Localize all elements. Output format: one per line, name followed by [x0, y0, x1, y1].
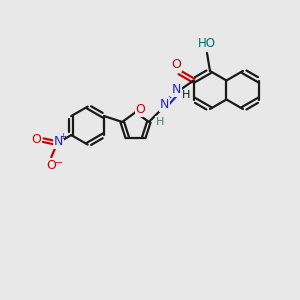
Text: N: N	[160, 98, 169, 111]
Text: O: O	[172, 58, 182, 71]
Text: N: N	[171, 83, 181, 96]
Text: −: −	[55, 158, 63, 168]
Text: O: O	[136, 103, 146, 116]
Text: H: H	[156, 117, 164, 127]
Text: H: H	[182, 90, 190, 100]
Text: O: O	[46, 159, 56, 172]
Text: N: N	[54, 135, 63, 148]
Text: HO: HO	[198, 38, 216, 50]
Text: +: +	[59, 132, 66, 141]
Text: O: O	[31, 133, 41, 146]
